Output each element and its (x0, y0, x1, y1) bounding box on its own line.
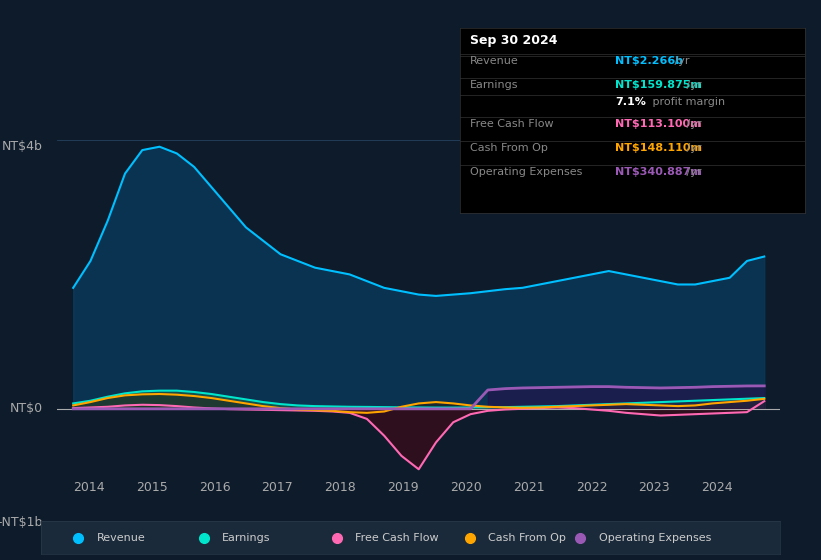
Text: Cash From Op: Cash From Op (488, 533, 566, 543)
Text: 7.1%: 7.1% (615, 97, 646, 107)
Text: /yr: /yr (683, 80, 702, 90)
Text: NT$340.887m: NT$340.887m (615, 167, 702, 177)
Text: /yr: /yr (671, 56, 690, 66)
Text: Sep 30 2024: Sep 30 2024 (470, 34, 557, 48)
Text: Revenue: Revenue (470, 56, 519, 66)
Text: Free Cash Flow: Free Cash Flow (355, 533, 438, 543)
Text: NT$159.875m: NT$159.875m (615, 80, 702, 90)
Text: /yr: /yr (683, 167, 702, 177)
Text: NT$2.266b: NT$2.266b (615, 56, 683, 66)
Text: NT$113.100m: NT$113.100m (615, 119, 702, 129)
Text: Free Cash Flow: Free Cash Flow (470, 119, 553, 129)
Text: /yr: /yr (683, 119, 702, 129)
Text: Operating Expenses: Operating Expenses (599, 533, 711, 543)
Text: Operating Expenses: Operating Expenses (470, 167, 582, 177)
Text: Revenue: Revenue (97, 533, 145, 543)
Text: -NT$1b: -NT$1b (0, 516, 43, 529)
Text: Earnings: Earnings (470, 80, 519, 90)
Text: /yr: /yr (683, 143, 702, 153)
Text: Earnings: Earnings (222, 533, 271, 543)
Text: Cash From Op: Cash From Op (470, 143, 548, 153)
Text: profit margin: profit margin (649, 97, 726, 107)
Text: NT$4b: NT$4b (2, 140, 43, 153)
Text: NT$0: NT$0 (10, 402, 43, 416)
Text: NT$148.110m: NT$148.110m (615, 143, 702, 153)
